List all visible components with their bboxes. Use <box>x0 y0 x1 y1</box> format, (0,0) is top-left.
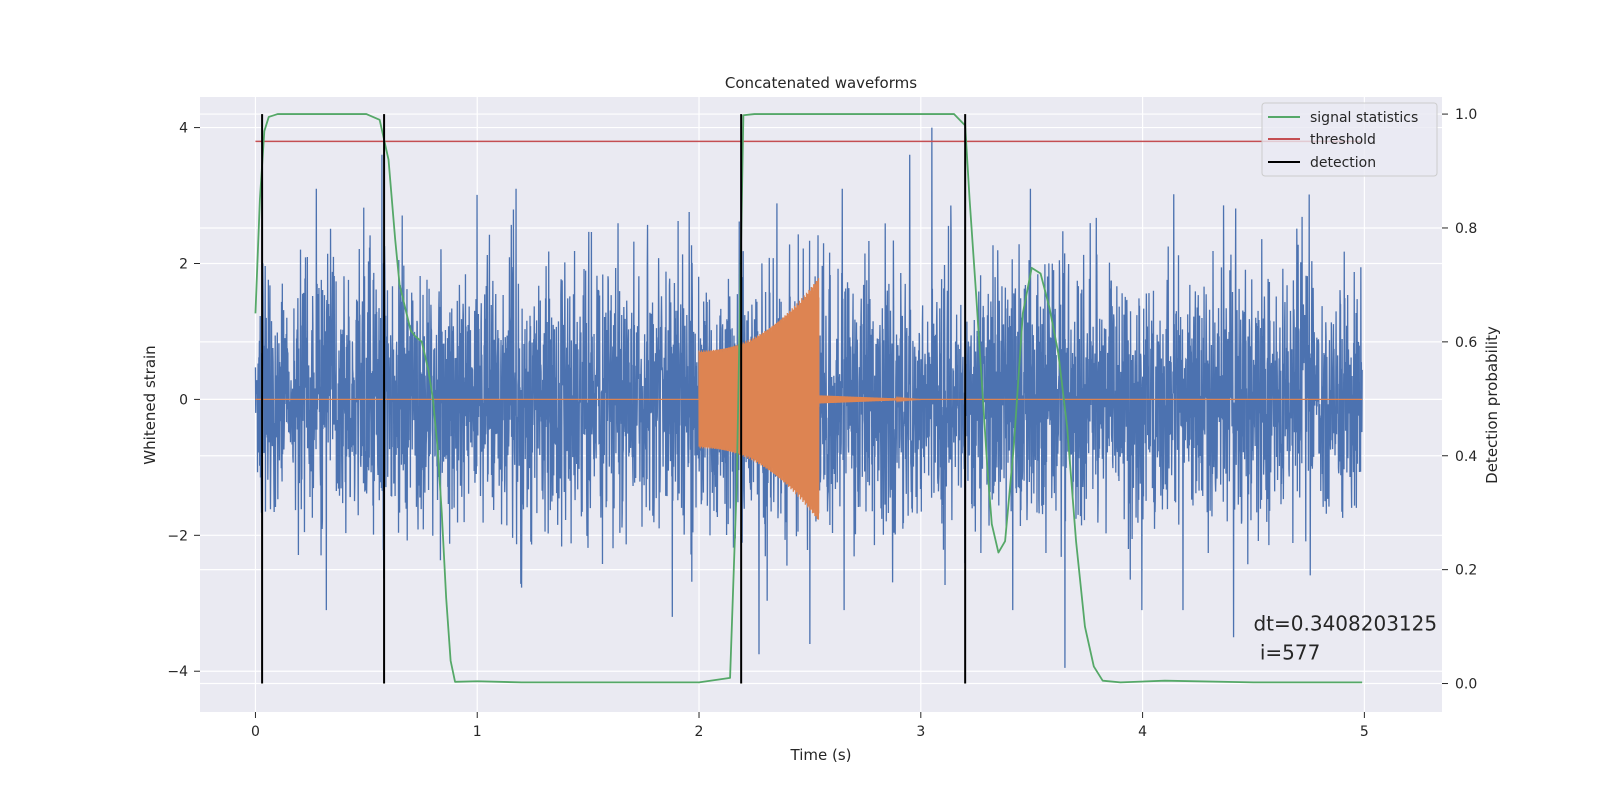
legend-label-detection: detection <box>1310 155 1376 171</box>
legend: signal statistics threshold detection <box>1261 102 1438 177</box>
y2-tick-label: 1.0 <box>1455 107 1477 123</box>
y2-tick-label: 0.2 <box>1455 563 1477 579</box>
y2-tick-label: 0.0 <box>1455 677 1477 693</box>
signal-statistics-line <box>254 113 1363 684</box>
y2-axis-label: Detection probability <box>1483 326 1501 484</box>
annotation: dt=0.3408203125 i=577 <box>1253 611 1437 664</box>
y2-tick-label: 0.6 <box>1455 335 1477 351</box>
series-layer <box>254 113 1363 684</box>
plot-area <box>254 113 1363 684</box>
y-tick-label: 2 <box>179 256 188 272</box>
x-tick-label: 2 <box>695 724 704 740</box>
x-tick-label: 5 <box>1360 724 1369 740</box>
y-tick-label: −4 <box>167 664 188 680</box>
y-tick-label: 0 <box>179 392 188 408</box>
y2-tick-label: 0.8 <box>1455 221 1477 237</box>
annotation-dt: dt=0.3408203125 <box>1253 611 1437 635</box>
x-tick-label: 4 <box>1138 724 1147 740</box>
waveform-line <box>255 278 1363 520</box>
legend-box <box>1261 102 1438 177</box>
legend-label-threshold: threshold <box>1310 132 1376 148</box>
legend-label-statistics: signal statistics <box>1310 110 1418 126</box>
chart-title: Concatenated waveforms <box>725 74 917 92</box>
y-axis-label: Whitened strain <box>141 345 159 464</box>
y-tick-label: −2 <box>167 528 188 544</box>
y2-tick-label: 0.4 <box>1455 449 1477 465</box>
tick-layer: 0 1 2 3 4 5 −4 −2 0 2 4 0.0 0.2 0.4 0.6 0.8 1.0 <box>167 107 1477 740</box>
x-tick-label: 1 <box>473 724 482 740</box>
y-tick-label: 4 <box>179 121 188 137</box>
x-tick-label: 3 <box>916 724 925 740</box>
x-axis-label: Time (s) <box>790 746 852 764</box>
x-tick-label: 0 <box>251 724 260 740</box>
annotation-index: i=577 <box>1253 640 1320 664</box>
